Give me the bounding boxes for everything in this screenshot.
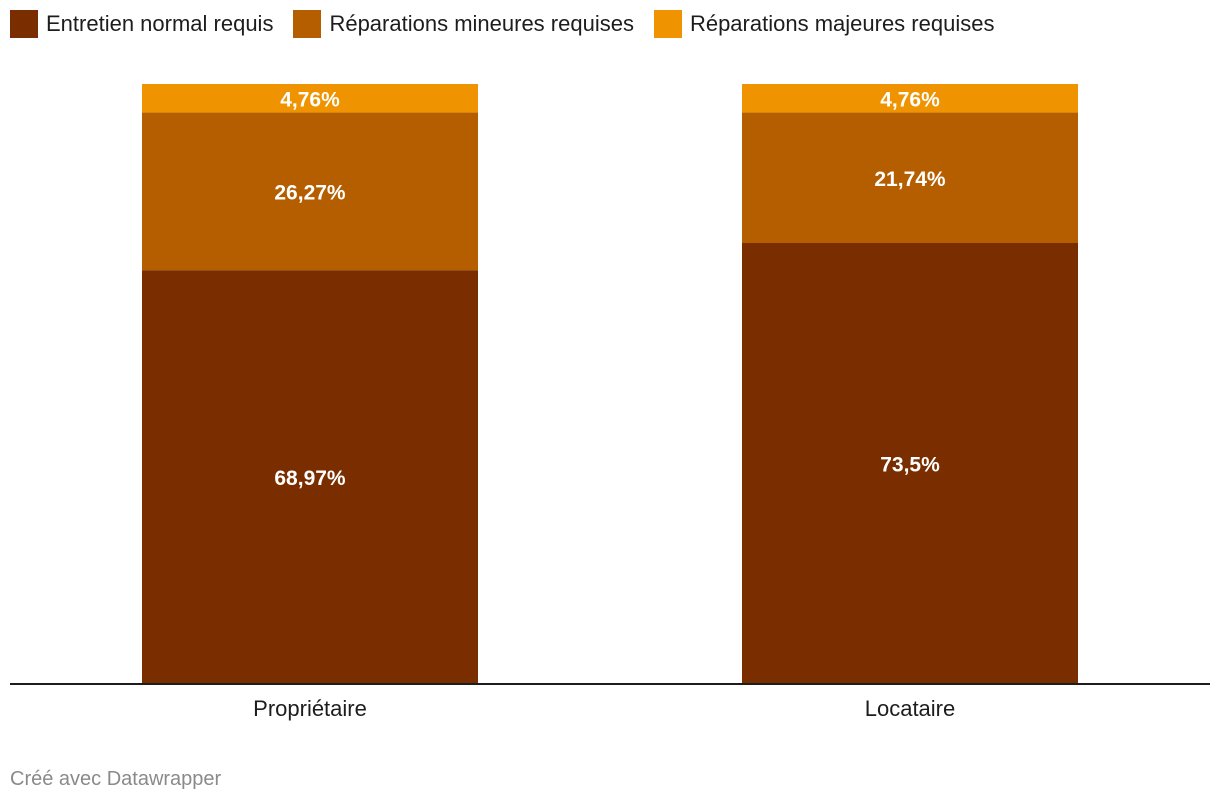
bar-segment-proprietaire-reparations-majeures-requises[interactable] bbox=[142, 84, 478, 113]
bar-segment-proprietaire-entretien-normal-requis[interactable] bbox=[142, 270, 478, 684]
x-axis-label-locataire: Locataire bbox=[865, 696, 956, 721]
data-label-proprietaire-reparations-majeures-requises: 4,76% bbox=[280, 88, 340, 111]
bar-segment-proprietaire-reparations-mineures-requises[interactable] bbox=[142, 112, 478, 271]
legend-item-reparations-majeures[interactable]: Réparations majeures requises bbox=[653, 10, 995, 38]
legend-swatch-reparations-mineures bbox=[293, 10, 322, 38]
data-label-locataire-entretien-normal-requis: 73,5% bbox=[880, 454, 940, 477]
chart-legend: Entretien normal requis Réparations mine… bbox=[10, 10, 1014, 38]
data-label-locataire-reparations-mineures-requises: 21,74% bbox=[874, 168, 946, 191]
legend-item-reparations-mineures[interactable]: Réparations mineures requises bbox=[293, 10, 634, 38]
data-label-proprietaire-entretien-normal-requis: 68,97% bbox=[274, 467, 346, 490]
legend-item-entretien-normal[interactable]: Entretien normal requis bbox=[10, 10, 273, 38]
legend-label-reparations-majeures: Réparations majeures requises bbox=[689, 11, 995, 36]
datawrapper-credit: Créé avec Datawrapper bbox=[10, 768, 222, 790]
legend-label-entretien-normal: Entretien normal requis bbox=[46, 11, 274, 36]
stacked-bar-chart: 68,97% 26,27% 4,76% Propriétaire 73,5% 21,74%… bbox=[10, 84, 1210, 721]
legend-label-reparations-mineures: Réparations mineures requises bbox=[329, 11, 634, 36]
bar-segment-locataire-reparations-mineures-requises[interactable] bbox=[742, 112, 1078, 243]
data-label-proprietaire-reparations-mineures-requises: 26,27% bbox=[274, 181, 346, 204]
legend-swatch-reparations-majeures bbox=[653, 10, 682, 38]
x-axis-label-proprietaire: Propriétaire bbox=[253, 696, 367, 721]
data-label-locataire-reparations-majeures-requises: 4,76% bbox=[880, 88, 940, 111]
legend-swatch-entretien-normal bbox=[10, 10, 38, 38]
bar-segment-locataire-reparations-majeures-requises[interactable] bbox=[742, 84, 1078, 113]
bar-segment-locataire-entretien-normal-requis[interactable] bbox=[742, 243, 1078, 684]
